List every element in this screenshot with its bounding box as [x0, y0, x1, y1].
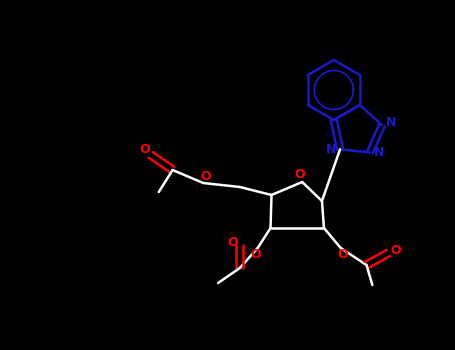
Text: O: O [390, 244, 401, 257]
Text: N: N [374, 146, 384, 159]
Text: N: N [386, 116, 396, 129]
Text: N: N [326, 143, 336, 156]
Text: O: O [140, 142, 150, 155]
Text: O: O [200, 170, 211, 183]
Text: O: O [250, 247, 261, 260]
Text: O: O [338, 247, 348, 260]
Text: O: O [227, 236, 238, 249]
Text: O: O [294, 168, 305, 181]
